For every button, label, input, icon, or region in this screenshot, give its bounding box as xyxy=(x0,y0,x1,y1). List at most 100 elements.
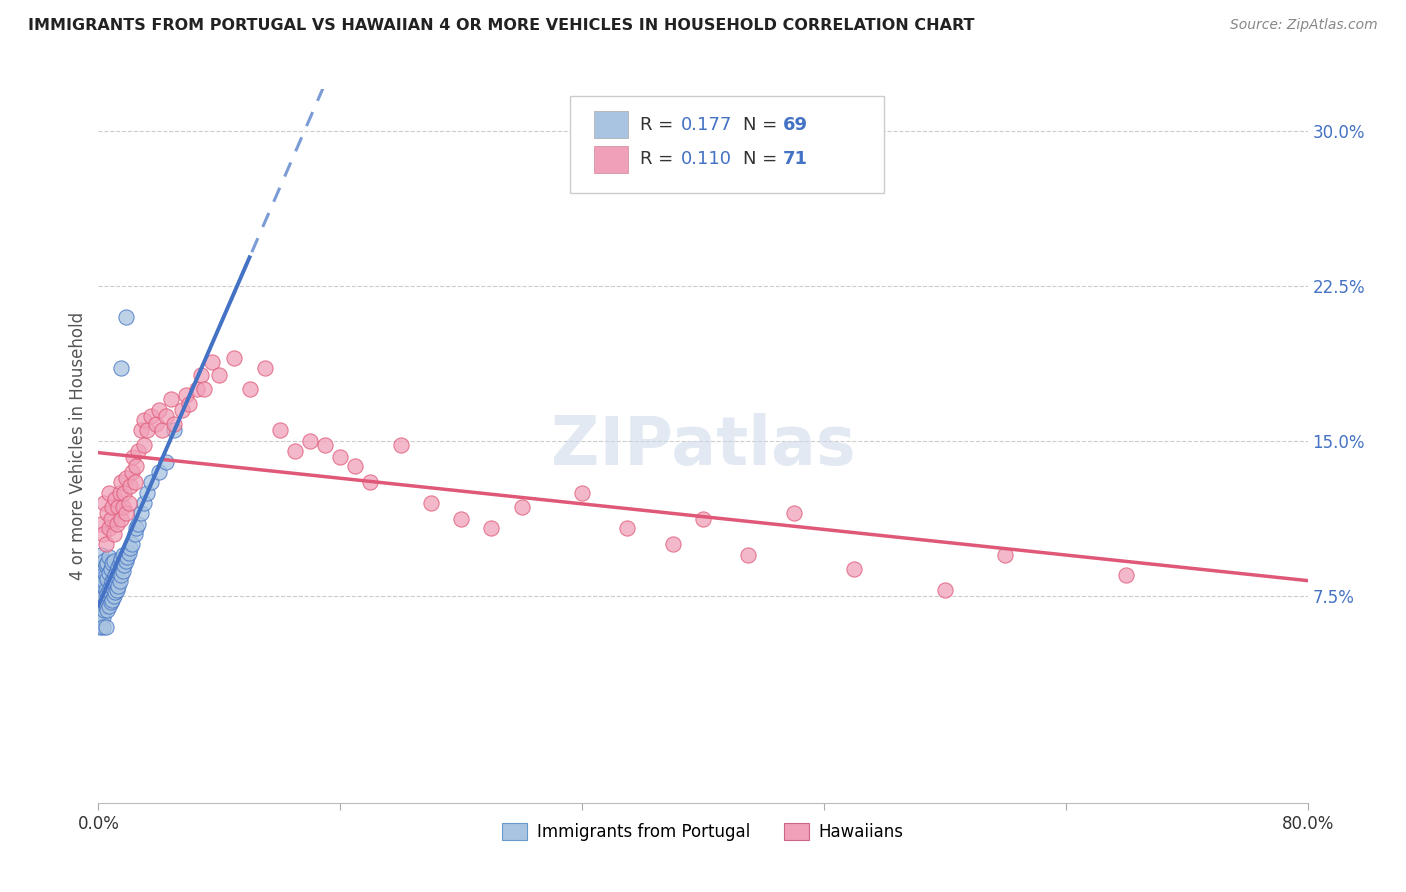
Point xyxy=(103,589,125,603)
Text: IMMIGRANTS FROM PORTUGAL VS HAWAIIAN 4 OR MORE VEHICLES IN HOUSEHOLD CORRELATION: IMMIGRANTS FROM PORTUGAL VS HAWAIIAN 4 O… xyxy=(28,18,974,33)
Text: N =: N = xyxy=(742,116,783,134)
Point xyxy=(90,595,112,609)
FancyBboxPatch shape xyxy=(569,96,884,193)
Point xyxy=(96,506,118,520)
Point xyxy=(111,548,134,562)
Point xyxy=(114,310,136,324)
Point xyxy=(132,413,155,427)
Point xyxy=(121,465,143,479)
Point xyxy=(107,560,129,574)
Point xyxy=(190,368,212,382)
Text: 0.110: 0.110 xyxy=(682,150,733,168)
Point xyxy=(389,438,412,452)
Point xyxy=(110,361,132,376)
Point xyxy=(160,392,183,407)
Point xyxy=(110,551,132,566)
Point xyxy=(129,506,152,520)
Point xyxy=(103,527,125,541)
Point xyxy=(94,568,117,582)
Point xyxy=(120,479,142,493)
Point xyxy=(103,573,125,587)
Point xyxy=(93,603,115,617)
Point xyxy=(420,496,443,510)
Point xyxy=(104,491,127,506)
Text: 0.177: 0.177 xyxy=(682,116,733,134)
Point xyxy=(692,512,714,526)
Point xyxy=(314,438,336,452)
Point xyxy=(96,587,118,601)
Point xyxy=(284,444,307,458)
Point xyxy=(108,574,131,589)
Point xyxy=(844,562,866,576)
Point xyxy=(170,402,193,417)
Point xyxy=(104,568,127,582)
Point xyxy=(89,620,111,634)
Point xyxy=(111,564,134,578)
Point xyxy=(98,485,121,500)
Point xyxy=(100,512,122,526)
Point xyxy=(112,485,135,500)
Point xyxy=(101,593,124,607)
Point xyxy=(201,355,224,369)
Point xyxy=(93,574,115,589)
Point xyxy=(481,521,503,535)
Point xyxy=(111,500,134,514)
Point xyxy=(91,609,114,624)
Point xyxy=(89,579,111,593)
Point xyxy=(129,424,152,438)
Point xyxy=(994,548,1017,562)
Point xyxy=(360,475,382,490)
Point xyxy=(93,496,115,510)
Point xyxy=(145,417,167,432)
Point xyxy=(186,382,208,396)
Point xyxy=(91,620,114,634)
Point xyxy=(103,554,125,568)
Point xyxy=(124,475,146,490)
Point xyxy=(114,471,136,485)
Point xyxy=(91,582,114,597)
Point xyxy=(105,564,128,578)
Point xyxy=(114,554,136,568)
Point xyxy=(112,558,135,572)
Point xyxy=(90,609,112,624)
Y-axis label: 4 or more Vehicles in Household: 4 or more Vehicles in Household xyxy=(69,312,87,580)
Point xyxy=(110,512,132,526)
Point xyxy=(124,527,146,541)
Point xyxy=(269,424,291,438)
Point xyxy=(163,424,186,438)
Point xyxy=(132,496,155,510)
Point xyxy=(132,438,155,452)
Point xyxy=(224,351,246,365)
Point xyxy=(90,558,112,572)
Point xyxy=(94,537,117,551)
Point xyxy=(90,579,112,593)
Point xyxy=(108,485,131,500)
Point xyxy=(155,409,177,423)
Point xyxy=(125,521,148,535)
Point xyxy=(98,566,121,581)
Point xyxy=(329,450,352,465)
Text: N =: N = xyxy=(742,150,783,168)
Point xyxy=(510,500,533,514)
Point xyxy=(239,382,262,396)
Point xyxy=(127,516,149,531)
Point xyxy=(344,458,367,473)
Point xyxy=(101,574,124,589)
Text: 69: 69 xyxy=(783,116,808,134)
Point xyxy=(135,424,157,438)
Point xyxy=(571,485,593,500)
Point xyxy=(208,368,231,382)
Text: R =: R = xyxy=(640,116,679,134)
Text: 71: 71 xyxy=(783,150,808,168)
Point xyxy=(135,485,157,500)
Point xyxy=(96,573,118,587)
Legend: Immigrants from Portugal, Hawaiians: Immigrants from Portugal, Hawaiians xyxy=(495,816,911,848)
Point xyxy=(450,512,472,526)
Point xyxy=(91,527,114,541)
Point xyxy=(94,599,117,614)
Point xyxy=(105,582,128,597)
Point xyxy=(148,465,170,479)
Point xyxy=(118,545,141,559)
Point xyxy=(90,516,112,531)
Point xyxy=(141,409,163,423)
